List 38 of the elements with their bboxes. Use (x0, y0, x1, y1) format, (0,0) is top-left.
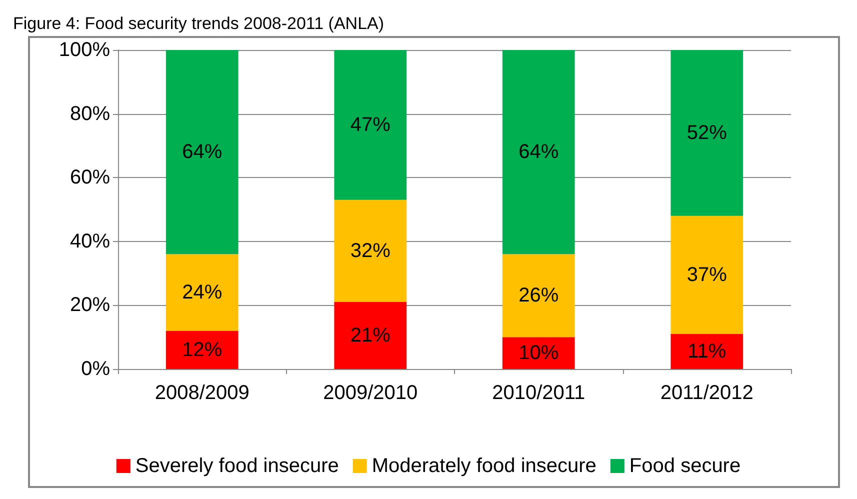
bar (670, 216, 744, 334)
bar (502, 337, 575, 369)
x-tick-label: 2009/2010 (323, 382, 418, 404)
y-tick-label: 80% (70, 102, 110, 125)
bar (502, 254, 575, 338)
y-tick-label: 40% (70, 230, 110, 252)
y-tick-label: 20% (70, 294, 110, 316)
bar (334, 302, 407, 369)
data-label: 10% (518, 342, 559, 364)
bar (502, 50, 575, 254)
data-label: 52% (686, 122, 728, 144)
data-label: 26% (518, 284, 559, 307)
x-tick-label: 2008/2009 (154, 382, 250, 404)
y-tick-label: 0% (81, 358, 110, 380)
data-label: 32% (350, 240, 391, 262)
data-label: 64% (518, 141, 559, 164)
bar (334, 200, 407, 302)
data-label: 11% (688, 340, 726, 362)
legend-label: Severely food insecure (135, 455, 339, 477)
data-label: 47% (350, 114, 391, 136)
legend-label: Moderately food insecure (372, 455, 596, 477)
y-tick-label: 100% (58, 39, 110, 61)
bar (670, 50, 744, 216)
data-label: 21% (350, 324, 391, 347)
bar (334, 50, 407, 200)
chart-title: Figure 4: Food security trends 2008-2011 (ANLA) (13, 14, 384, 33)
data-label: 24% (182, 281, 222, 304)
legend-label: Food secure (629, 455, 741, 477)
bar (166, 50, 238, 254)
bar (670, 334, 744, 369)
bar (166, 330, 238, 369)
bar (166, 254, 238, 331)
data-label: 12% (182, 338, 222, 361)
data-label: 64% (182, 141, 222, 164)
y-tick-label: 60% (70, 166, 110, 189)
data-label: 37% (686, 264, 728, 286)
x-tick-label: 2010/2011 (492, 382, 586, 404)
x-tick-label: 2011/2012 (660, 382, 754, 404)
